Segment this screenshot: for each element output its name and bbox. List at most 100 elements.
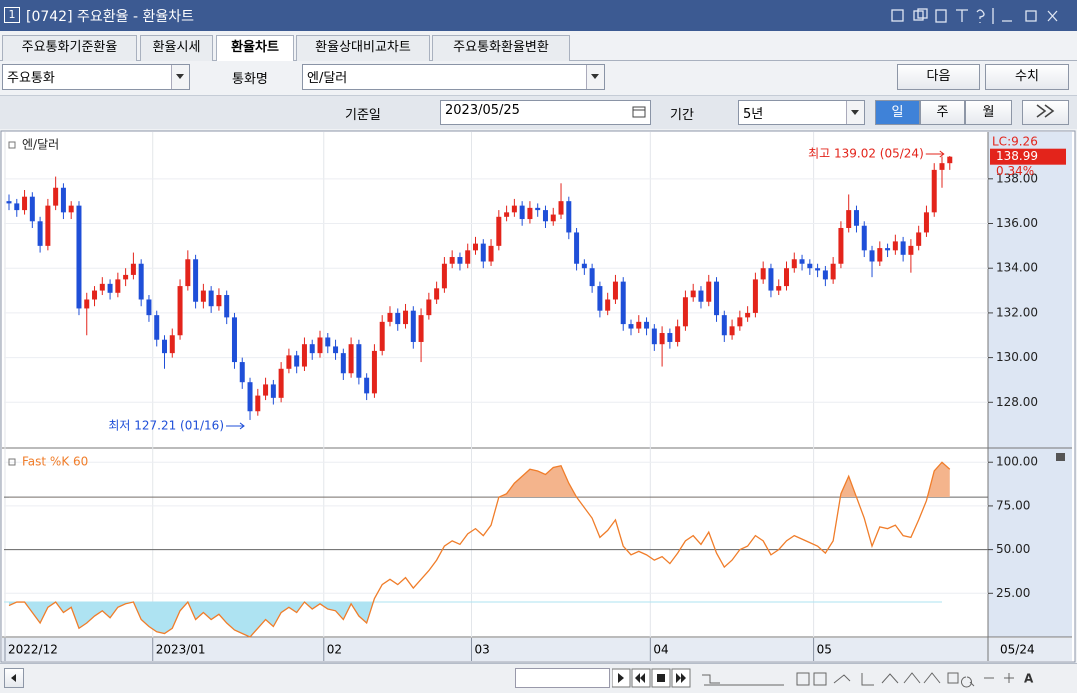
candle-body	[364, 377, 370, 394]
candle-body	[123, 274, 129, 280]
candle-body	[138, 263, 144, 300]
scroll-left[interactable]	[4, 668, 24, 688]
y-tick-label: 75.00	[996, 498, 1030, 512]
y-tick-label: 100.00	[996, 455, 1038, 469]
candle-body	[566, 201, 572, 233]
window-badge: 1	[4, 7, 20, 23]
candle-body	[449, 257, 455, 264]
last-date-label: 05/24	[1000, 643, 1035, 657]
y-tick-label: 128.00	[996, 395, 1038, 409]
week-button[interactable]: 주	[920, 100, 965, 125]
candle-body	[877, 248, 883, 262]
candle-body	[504, 212, 510, 217]
candle-body	[255, 395, 261, 412]
y-tick-label: 50.00	[996, 542, 1030, 556]
candle-body	[457, 257, 463, 264]
change-label: 0.34%	[996, 164, 1034, 178]
x-tick-label: 04	[653, 643, 668, 657]
candle-body	[418, 315, 424, 342]
candle-body	[760, 268, 766, 280]
panel-title: 엔/달러	[22, 138, 59, 152]
candle-body	[527, 207, 533, 220]
month-button[interactable]: 월	[965, 100, 1012, 125]
candle-body	[480, 243, 486, 262]
candle-body	[698, 290, 704, 302]
candle-body	[667, 333, 673, 342]
tab[interactable]: 주요통화환율변환	[432, 35, 570, 61]
period-select[interactable]: 5년	[738, 100, 865, 125]
corner-label: LC:9.26	[992, 135, 1038, 149]
candle-body	[659, 333, 665, 345]
last-price-label: 138.99	[996, 149, 1038, 163]
date-value: 2023/05/25	[445, 103, 520, 118]
candle-body	[325, 337, 331, 347]
values-button[interactable]: 수치	[985, 64, 1069, 90]
date-label: 기준일	[345, 108, 381, 123]
window-buttons[interactable]	[890, 8, 1070, 24]
candle-body	[892, 241, 898, 251]
scroll-bar: A	[0, 663, 1077, 693]
candle-body	[612, 281, 618, 300]
candle-body	[130, 263, 136, 275]
day-button[interactable]: 일	[875, 100, 920, 125]
scroll-left-icon	[11, 674, 16, 682]
candle-body	[885, 248, 891, 251]
candle-body	[92, 290, 98, 300]
candle-body	[301, 344, 307, 367]
axis-panel	[988, 132, 1072, 637]
candle-body	[822, 270, 828, 280]
candle-body	[721, 315, 727, 336]
candle-body	[690, 290, 696, 298]
y-tick-label: 136.00	[996, 216, 1038, 230]
candle-body	[216, 295, 222, 307]
tab[interactable]: 환율시세	[140, 35, 213, 61]
candle-body	[317, 337, 323, 354]
candle-body	[791, 259, 797, 269]
candle-body	[410, 310, 416, 342]
market-select[interactable]: 주요통화	[2, 64, 190, 90]
window-title: [0742] 주요환율 - 환율차트	[26, 9, 194, 25]
candle-body	[107, 283, 113, 293]
toolbar-a: A	[1024, 672, 1034, 686]
panel-icon	[8, 141, 16, 149]
candle-body	[916, 232, 922, 246]
candle-body	[177, 286, 183, 336]
candle-body	[939, 163, 945, 170]
candle-body	[247, 382, 253, 412]
candle-body	[853, 210, 859, 226]
y-tick-label: 134.00	[996, 261, 1038, 275]
next-button[interactable]: 다음	[897, 64, 980, 90]
x-tick-label: 05	[817, 643, 832, 657]
candle-body	[729, 326, 735, 336]
chart-toolbar[interactable]: A	[612, 667, 1077, 691]
candle-body	[169, 335, 175, 354]
candle-body	[923, 212, 929, 233]
candle-body	[340, 353, 346, 374]
date-input[interactable]: 2023/05/25	[440, 100, 651, 125]
x-tick-label: 02	[327, 643, 342, 657]
candle-body	[14, 203, 20, 211]
candle-body	[535, 207, 541, 211]
candle-body	[776, 286, 782, 291]
calendar-icon	[632, 106, 646, 118]
candle-body	[496, 216, 502, 246]
currency-select[interactable]: 엔/달러	[302, 64, 605, 90]
last-price-box	[990, 148, 1066, 165]
tab[interactable]: 환율상대비교차트	[296, 35, 430, 61]
candle-body	[434, 288, 440, 300]
candle-body	[224, 295, 230, 318]
candle-body	[550, 214, 556, 222]
candle-body	[714, 281, 720, 316]
scroll-thumb[interactable]	[515, 668, 610, 688]
tab[interactable]: 환율차트	[216, 35, 294, 61]
high-arrow	[925, 150, 945, 158]
candle-body	[597, 286, 603, 311]
candle-body	[605, 299, 611, 311]
candle-body	[37, 221, 43, 246]
tab[interactable]: 주요통화기준환율	[2, 35, 137, 61]
candle-body	[426, 299, 432, 316]
window-icons	[891, 8, 1058, 24]
period-value: 5년	[743, 107, 764, 122]
expand-button[interactable]	[1022, 100, 1069, 125]
period-label: 기간	[670, 108, 694, 123]
